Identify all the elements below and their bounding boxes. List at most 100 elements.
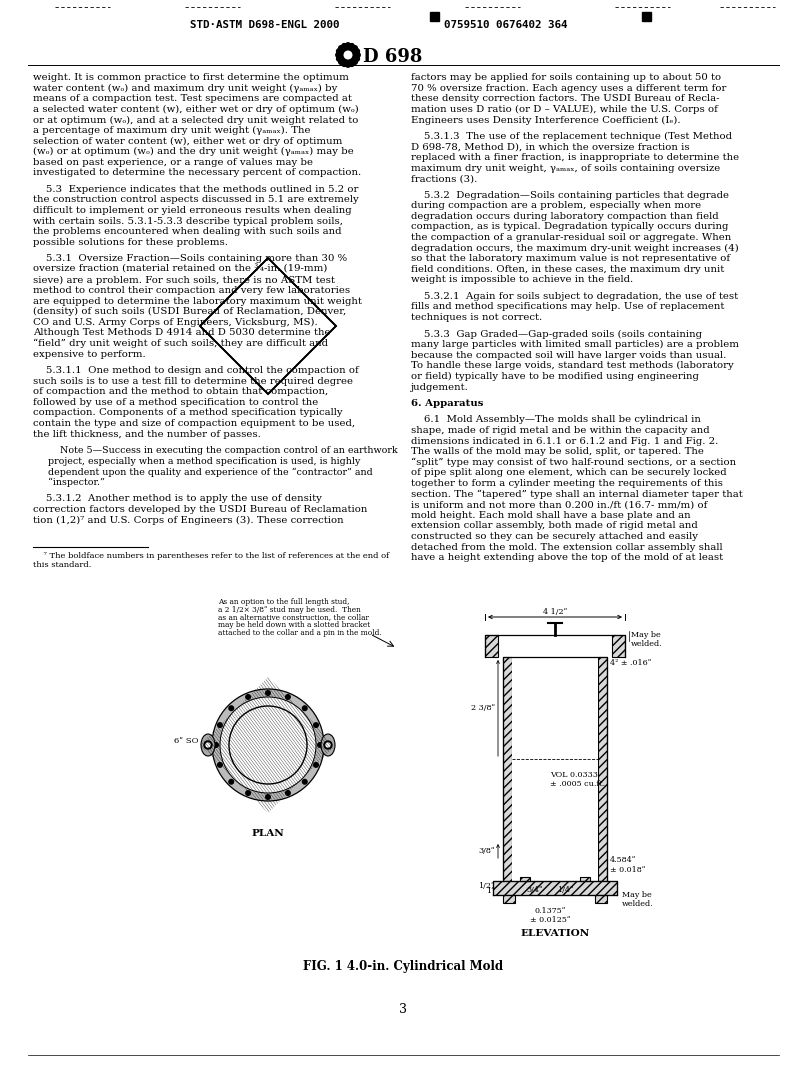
Text: May be: May be — [622, 891, 652, 899]
Text: 2 3/8ʺ: 2 3/8ʺ — [470, 704, 495, 712]
Bar — [485, 635, 498, 657]
Circle shape — [326, 743, 330, 746]
Circle shape — [303, 706, 307, 710]
Text: degradation occurs, the maximum dry-unit weight increases (4): degradation occurs, the maximum dry-unit… — [411, 244, 738, 253]
Text: Note 5—Success in executing the compaction control of an earthwork: Note 5—Success in executing the compacti… — [48, 447, 398, 455]
Bar — [520, 877, 530, 881]
Text: techniques is not correct.: techniques is not correct. — [411, 313, 542, 322]
Text: of pipe split along one element, which can be securely locked: of pipe split along one element, which c… — [411, 468, 726, 478]
Text: the lift thickness, and the number of passes.: the lift thickness, and the number of pa… — [33, 429, 261, 439]
Text: such soils is to use a test fill to determine the required degree: such soils is to use a test fill to dete… — [33, 377, 353, 386]
Text: 5.3.3  Gap Graded—Gap-graded soils (soils containing: 5.3.3 Gap Graded—Gap-graded soils (soils… — [411, 330, 702, 338]
Circle shape — [346, 63, 350, 67]
Circle shape — [214, 742, 219, 748]
Circle shape — [212, 689, 324, 801]
Text: these density correction factors. The USDI Bureau of Recla-: these density correction factors. The US… — [411, 94, 720, 103]
Text: fills and method specifications may help. Use of replacement: fills and method specifications may help… — [411, 302, 725, 312]
Text: D 698: D 698 — [363, 48, 422, 66]
Bar — [493, 881, 617, 895]
Text: section. The “tapered” type shall an internal diameter taper that: section. The “tapered” type shall an int… — [411, 489, 742, 499]
Text: 5.3.1  Oversize Fraction—Soils containing more than 30 %: 5.3.1 Oversize Fraction—Soils containing… — [33, 254, 347, 263]
Text: weight. It is common practice to first determine the optimum: weight. It is common practice to first d… — [33, 73, 349, 82]
Text: D 698-78, Method D), in which the oversize fraction is: D 698-78, Method D), in which the oversi… — [411, 142, 690, 151]
Text: expensive to perform.: expensive to perform. — [33, 349, 146, 359]
Circle shape — [337, 57, 341, 61]
Circle shape — [336, 52, 341, 57]
Text: 3/4ʺ: 3/4ʺ — [527, 886, 543, 894]
Text: mold height. Each mold shall have a base plate and an: mold height. Each mold shall have a base… — [411, 511, 691, 519]
Text: difficult to implement or yield erroneous results when dealing: difficult to implement or yield erroneou… — [33, 206, 352, 215]
Text: 6. Apparatus: 6. Apparatus — [411, 399, 483, 408]
Text: 0759510 0676402 364: 0759510 0676402 364 — [444, 20, 567, 30]
Text: To handle these large voids, standard test methods (laboratory: To handle these large voids, standard te… — [411, 361, 734, 371]
Text: 3/8ʺ: 3/8ʺ — [479, 847, 495, 855]
Text: dependent upon the quality and experience of the “contractor” and: dependent upon the quality and experienc… — [48, 467, 373, 477]
Text: the problems encountered when dealing with such soils and: the problems encountered when dealing wi… — [33, 227, 341, 237]
Text: The walls of the mold may be solid, split, or tapered. The: The walls of the mold may be solid, spli… — [411, 448, 704, 456]
Text: fractions (3).: fractions (3). — [411, 175, 478, 183]
Text: possible solutions for these problems.: possible solutions for these problems. — [33, 238, 228, 246]
Text: tion (1,2)⁷ and U.S. Corps of Engineers (3). These correction: tion (1,2)⁷ and U.S. Corps of Engineers … — [33, 515, 344, 525]
Circle shape — [355, 57, 359, 61]
Circle shape — [353, 60, 358, 64]
Text: because the compacted soil will have larger voids than usual.: because the compacted soil will have lar… — [411, 350, 726, 360]
Circle shape — [206, 743, 210, 746]
Text: shape, made of rigid metal and be within the capacity and: shape, made of rigid metal and be within… — [411, 426, 709, 435]
Text: ± .0005 cu.ft.: ± .0005 cu.ft. — [550, 780, 605, 788]
Text: so that the laboratory maximum value is not representative of: so that the laboratory maximum value is … — [411, 254, 730, 263]
Circle shape — [314, 763, 318, 767]
Text: “split” type may consist of two half-round sections, or a section: “split” type may consist of two half-rou… — [411, 457, 736, 467]
Text: (density) of such soils (USDI Bureau of Reclamation, Denver,: (density) of such soils (USDI Bureau of … — [33, 307, 346, 316]
Circle shape — [286, 695, 291, 699]
Circle shape — [339, 46, 343, 50]
Bar — [642, 12, 651, 21]
Text: or field) typically have to be modified using engineering: or field) typically have to be modified … — [411, 372, 699, 381]
Text: degradation occurs during laboratory compaction than field: degradation occurs during laboratory com… — [411, 212, 718, 221]
Circle shape — [339, 60, 343, 64]
Bar — [503, 657, 512, 881]
Text: compaction. Components of a method specification typically: compaction. Components of a method speci… — [33, 408, 343, 418]
Text: contain the type and size of compaction equipment to be used,: contain the type and size of compaction … — [33, 419, 355, 428]
Circle shape — [342, 44, 346, 48]
Text: 5.3.1.2  Another method is to apply the use of density: 5.3.1.2 Another method is to apply the u… — [33, 495, 322, 503]
Text: mation uses D ratio (or D – VALUE), while the U.S. Corps of: mation uses D ratio (or D – VALUE), whil… — [411, 105, 718, 114]
Text: ± 0.0125ʺ: ± 0.0125ʺ — [529, 916, 571, 924]
Text: Engineers uses Density Interference Coefficient (Iₑ).: Engineers uses Density Interference Coef… — [411, 116, 680, 124]
Text: followed by use of a method specification to control the: followed by use of a method specificatio… — [33, 398, 318, 407]
Text: method to control their compaction and very few laboratories: method to control their compaction and v… — [33, 286, 350, 295]
Text: means of a compaction test. Test specimens are compacted at: means of a compaction test. Test specime… — [33, 94, 352, 103]
Text: 0.1375ʺ: 0.1375ʺ — [534, 907, 566, 915]
Circle shape — [340, 47, 356, 63]
Text: oversize fraction (material retained on the ¾-in. (19-mm): oversize fraction (material retained on … — [33, 265, 328, 274]
Circle shape — [346, 43, 350, 47]
Text: 1ʺ: 1ʺ — [487, 887, 495, 895]
Circle shape — [303, 780, 307, 784]
Circle shape — [218, 763, 222, 767]
Text: extension collar assembly, both made of rigid metal and: extension collar assembly, both made of … — [411, 522, 698, 530]
Ellipse shape — [321, 734, 335, 756]
Text: ELEVATION: ELEVATION — [521, 929, 590, 938]
Text: 5.3.2  Degradation—Soils containing particles that degrade: 5.3.2 Degradation—Soils containing parti… — [411, 191, 729, 199]
Text: the compaction of a granular-residual soil or aggregate. When: the compaction of a granular-residual so… — [411, 233, 731, 242]
Text: 1/4ʺ: 1/4ʺ — [557, 886, 573, 894]
Text: together to form a cylinder meeting the requirements of this: together to form a cylinder meeting the … — [411, 479, 723, 488]
Circle shape — [318, 742, 322, 748]
Circle shape — [314, 723, 318, 727]
Circle shape — [355, 49, 359, 54]
Circle shape — [246, 695, 250, 699]
Text: a 2 1/2× 3/8ʺ stud may be used.  Then: a 2 1/2× 3/8ʺ stud may be used. Then — [218, 606, 361, 614]
Text: FIG. 1 4.0-in. Cylindrical Mold: FIG. 1 4.0-in. Cylindrical Mold — [303, 960, 503, 972]
Circle shape — [218, 723, 222, 727]
Text: VOL 0.0333: VOL 0.0333 — [550, 771, 598, 779]
Text: As an option to the full length stud,: As an option to the full length stud, — [218, 598, 349, 606]
Text: investigated to determine the necessary percent of compaction.: investigated to determine the necessary … — [33, 168, 362, 178]
Circle shape — [324, 741, 332, 749]
Text: 70 % oversize fraction. Each agency uses a different term for: 70 % oversize fraction. Each agency uses… — [411, 84, 726, 92]
Text: are equipped to determine the laboratory maximum unit weight: are equipped to determine the laboratory… — [33, 297, 362, 305]
Text: correction factors developed by the USDI Bureau of Reclamation: correction factors developed by the USDI… — [33, 504, 367, 514]
Circle shape — [229, 706, 233, 710]
Text: detached from the mold. The extension collar assembly shall: detached from the mold. The extension co… — [411, 543, 722, 552]
Polygon shape — [200, 258, 336, 394]
Text: based on past experience, or a range of values may be: based on past experience, or a range of … — [33, 157, 313, 167]
Circle shape — [337, 49, 341, 54]
